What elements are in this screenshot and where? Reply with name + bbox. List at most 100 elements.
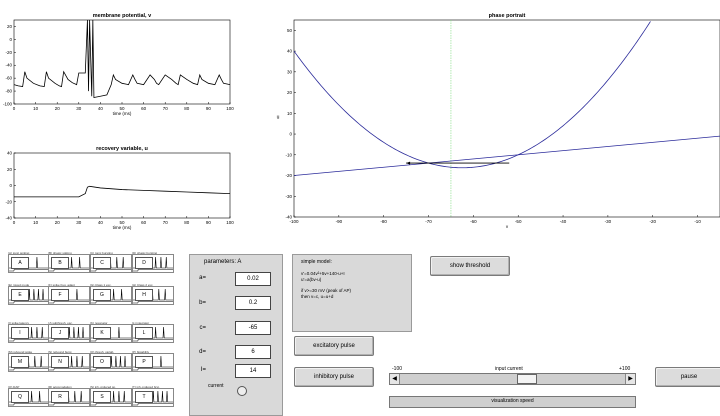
uplot-xtick-label: 20 xyxy=(55,220,61,225)
input-current-label: input current xyxy=(495,366,523,372)
u-nullcline xyxy=(293,135,720,176)
slider-left-arrow[interactable]: ◀ xyxy=(390,374,400,384)
slider-right-arrow[interactable]: ▶ xyxy=(625,374,635,384)
phase-xlabel: v xyxy=(506,224,509,229)
phase-xtick-label: -100 xyxy=(289,219,299,224)
phase-ylabel: u xyxy=(277,115,280,121)
vplot-ytick-label: 0 xyxy=(9,37,12,42)
phase-ytick-label: -20 xyxy=(285,173,292,178)
phase-ytick-label: -10 xyxy=(285,152,292,157)
preset-button-q[interactable]: Q xyxy=(11,391,29,403)
preset-caption-n: (N) rebound burst xyxy=(48,350,72,354)
vplot-xtick-label: 0 xyxy=(13,106,16,111)
preset-button-c[interactable]: C xyxy=(93,257,111,269)
vplot-xtick-label: 100 xyxy=(226,106,234,111)
preset-caption-f: (F) spike freq. adapt xyxy=(48,283,75,287)
preset-button-i[interactable]: I xyxy=(11,327,29,339)
vplot-xtick-label: 60 xyxy=(141,106,147,111)
preset-caption-m: (M) rebound spike xyxy=(8,350,33,354)
vplot-xtick-label: 40 xyxy=(98,106,104,111)
preset-caption-q: (Q) DAP xyxy=(8,385,20,389)
input-current-slider[interactable]: ◀ ▶ xyxy=(389,373,636,385)
preset-button-f[interactable]: F xyxy=(51,289,69,301)
input-current-min: -100 xyxy=(392,366,403,372)
vplot-ytick-label: -100 xyxy=(3,102,13,107)
plots-area: membrane potential, v 0 10 20 30 40 50 60 70 80 90… xyxy=(3,13,720,230)
excitatory-pulse-button[interactable]: excitatory pulse xyxy=(294,336,374,356)
vplot-title: membrane potential, v xyxy=(93,13,152,19)
vplot-xlabel: time (ms) xyxy=(113,111,132,116)
preset-button-t[interactable]: T xyxy=(135,391,153,403)
preset-button-p[interactable]: P xyxy=(135,356,153,368)
membrane-potential-plot: membrane potential, v 0 10 20 30 40 50 60 70 80 90… xyxy=(3,13,234,116)
visualization-speed-control[interactable]: visualization speed xyxy=(389,396,636,408)
preset-button-o[interactable]: O xyxy=(93,356,111,368)
trajectory-arrow xyxy=(406,161,411,165)
preset-button-e[interactable]: E xyxy=(11,289,29,301)
slider-thumb[interactable] xyxy=(516,374,537,384)
preset-caption-b: (B) phasic spiking xyxy=(48,251,72,255)
param-c-label: c= xyxy=(199,325,206,331)
phase-ytick-label: 50 xyxy=(287,28,293,33)
v-nullcline xyxy=(293,21,651,169)
param-d-input[interactable]: 6 xyxy=(235,345,271,359)
param-c-input[interactable]: -65 xyxy=(235,321,271,335)
preset-button-h[interactable]: H xyxy=(135,289,153,301)
phase-ytick-label: 40 xyxy=(287,49,293,54)
preset-caption-d: (D) phasic bursting xyxy=(132,251,158,255)
model-reset-if: if v>=30 mV (peak of AP) xyxy=(301,288,352,293)
preset-caption-k: (K) resonator xyxy=(90,321,108,325)
preset-button-d[interactable]: D xyxy=(135,257,153,269)
preset-caption-c: (C) tonic bursting xyxy=(90,251,113,255)
preset-button-j[interactable]: J xyxy=(51,327,69,339)
phase-ytick-label: 20 xyxy=(287,90,293,95)
preset-button-k[interactable]: K xyxy=(93,327,111,339)
inhibitory-pulse-button[interactable]: inhibitory pulse xyxy=(294,367,374,387)
model-reset-then: then v=c, u=u+d xyxy=(301,294,334,299)
phase-xtick-label: -20 xyxy=(649,219,656,224)
preset-button-b[interactable]: B xyxy=(51,257,69,269)
preset-button-r[interactable]: R xyxy=(51,391,69,403)
preset-button-n[interactable]: N xyxy=(51,356,69,368)
phase-ytick-label: 10 xyxy=(287,111,293,116)
param-b-input[interactable]: 0.2 xyxy=(235,296,271,310)
visualization-speed-label: visualization speed xyxy=(491,398,534,404)
parameters-title: parameters: A xyxy=(204,259,242,265)
preset-button-a[interactable]: A xyxy=(11,257,29,269)
phase-xtick-label: -70 xyxy=(425,219,432,224)
uplot-xtick-label: 30 xyxy=(76,220,82,225)
param-a-input[interactable]: 0.02 xyxy=(235,272,271,286)
param-i-input[interactable]: 14 xyxy=(235,364,271,378)
phase-xtick-label: -90 xyxy=(336,219,343,224)
preset-caption-r: (R) accomodation xyxy=(48,385,72,389)
vplot-xtick-label: 20 xyxy=(55,106,61,111)
preset-caption-g: (G) Class 1 exc. xyxy=(90,283,112,287)
vplot-ytick-label: -80 xyxy=(5,89,12,94)
model-title: simple model: xyxy=(301,259,332,265)
uplot-xtick-label: 40 xyxy=(98,220,104,225)
phase-frame xyxy=(293,19,720,218)
vplot-frame xyxy=(13,19,231,105)
vplot-ytick-label: 20 xyxy=(7,24,13,29)
preset-caption-s: (S) inh.-induced sp. xyxy=(90,385,117,389)
preset-grid: (A) tonic spiking A (B) phasic spiking B (C)… xyxy=(0,248,174,407)
preset-button-s[interactable]: S xyxy=(93,391,111,403)
preset-button-m[interactable]: M xyxy=(11,356,29,368)
recovery-variable-plot: recovery variable, u 0 10 20 30 40 50 60 70 80 90 1… xyxy=(5,146,234,230)
preset-button-g[interactable]: G xyxy=(93,289,111,301)
show-threshold-button[interactable]: show threshold xyxy=(430,256,510,276)
uplot-xtick-label: 80 xyxy=(184,220,190,225)
uplot-ytick-label: 0 xyxy=(9,183,12,188)
phase-xtick-label: -50 xyxy=(515,219,522,224)
membrane-potential-line xyxy=(13,19,231,99)
pause-button[interactable]: pause xyxy=(655,367,720,387)
phase-title: phase portrait xyxy=(489,13,526,19)
preset-caption-i: (I) spike latency xyxy=(8,321,30,325)
current-radio[interactable] xyxy=(237,386,247,396)
uplot-xtick-label: 10 xyxy=(33,220,39,225)
current-label: current xyxy=(208,383,224,389)
uplot-xtick-label: 60 xyxy=(141,220,147,225)
uplot-title: recovery variable, u xyxy=(96,146,148,152)
uplot-xtick-label: 0 xyxy=(13,220,16,225)
preset-button-l[interactable]: L xyxy=(135,327,153,339)
